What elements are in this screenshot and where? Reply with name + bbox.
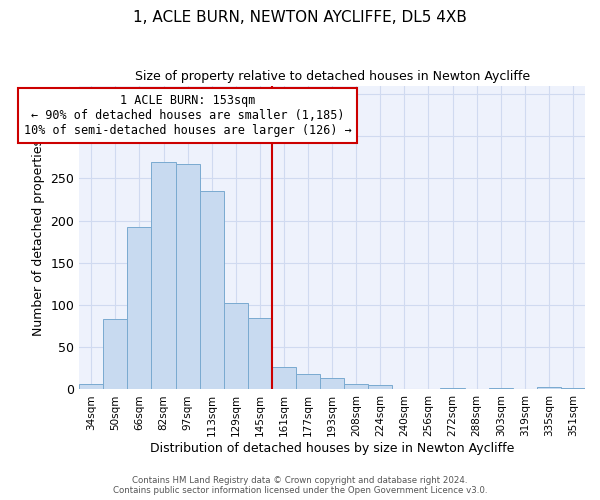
- Bar: [248, 318, 272, 390]
- Bar: [368, 385, 392, 390]
- Text: Contains HM Land Registry data © Crown copyright and database right 2024.
Contai: Contains HM Land Registry data © Crown c…: [113, 476, 487, 495]
- Bar: [200, 191, 224, 390]
- Bar: [488, 388, 513, 390]
- Bar: [344, 384, 368, 390]
- Bar: [79, 384, 103, 390]
- Bar: [224, 302, 248, 390]
- Bar: [272, 366, 296, 390]
- Text: 1 ACLE BURN: 153sqm
← 90% of detached houses are smaller (1,185)
10% of semi-det: 1 ACLE BURN: 153sqm ← 90% of detached ho…: [24, 94, 352, 137]
- Y-axis label: Number of detached properties: Number of detached properties: [32, 139, 45, 336]
- Bar: [561, 388, 585, 390]
- Bar: [151, 162, 176, 390]
- Bar: [537, 387, 561, 390]
- Text: 1, ACLE BURN, NEWTON AYCLIFFE, DL5 4XB: 1, ACLE BURN, NEWTON AYCLIFFE, DL5 4XB: [133, 10, 467, 25]
- Title: Size of property relative to detached houses in Newton Aycliffe: Size of property relative to detached ho…: [134, 70, 530, 83]
- Bar: [127, 226, 151, 390]
- Bar: [320, 378, 344, 390]
- Bar: [103, 318, 127, 390]
- Bar: [176, 164, 200, 390]
- X-axis label: Distribution of detached houses by size in Newton Aycliffe: Distribution of detached houses by size …: [150, 442, 514, 455]
- Bar: [296, 374, 320, 390]
- Bar: [440, 388, 464, 390]
